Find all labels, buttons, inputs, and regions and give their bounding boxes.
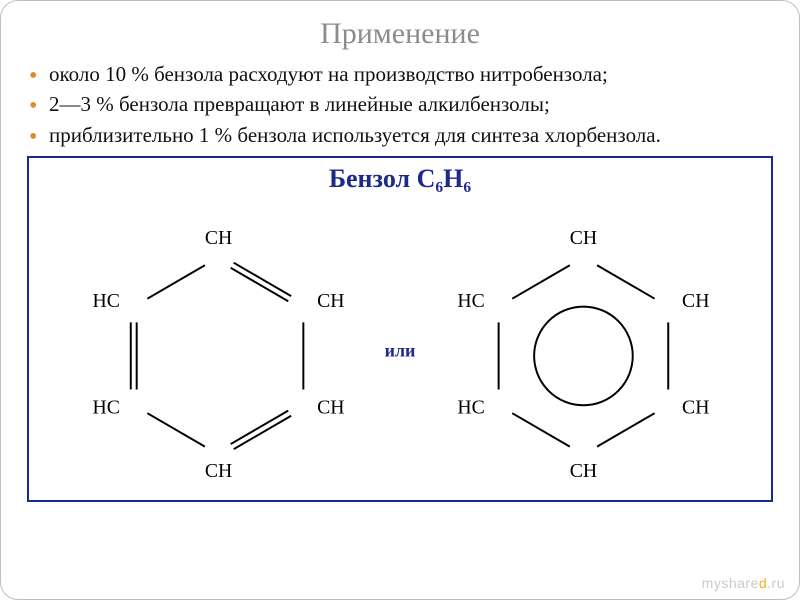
- formula-title: Бензол C₆H₆: [29, 164, 771, 194]
- watermark: myshared.ru: [702, 575, 785, 591]
- svg-text:CH: CH: [682, 290, 709, 312]
- list-item: приблизительно 1 % бензола используется …: [49, 122, 779, 148]
- svg-text:CH: CH: [205, 460, 232, 482]
- svg-text:CH: CH: [570, 460, 597, 482]
- structures-area: CH CH CH CH HC HC CH CH CH CH HC HC или: [29, 208, 771, 494]
- list-item: около 10 % бензола расходуют на производ…: [49, 61, 779, 87]
- svg-text:CH: CH: [570, 227, 597, 249]
- svg-text:HC: HC: [93, 396, 120, 418]
- bullet-list: около 10 % бензола расходуют на производ…: [21, 61, 779, 148]
- svg-text:CH: CH: [317, 396, 344, 418]
- svg-text:CH: CH: [317, 290, 344, 312]
- svg-text:CH: CH: [682, 396, 709, 418]
- svg-text:HC: HC: [457, 396, 484, 418]
- watermark-post: .ru: [767, 575, 785, 591]
- list-item: 2—3 % бензола превращают в линейные алки…: [49, 91, 779, 117]
- slide-frame: Применение около 10 % бензола расходуют …: [0, 0, 800, 600]
- watermark-pre: myshare: [702, 575, 759, 591]
- or-label: или: [385, 340, 416, 361]
- benzene-diagram-frame: Бензол C₆H₆ CH CH CH CH HC HC CH CH CH CH HC HC или: [27, 156, 773, 502]
- svg-text:CH: CH: [205, 227, 232, 249]
- svg-text:HC: HC: [93, 290, 120, 312]
- slide-title: Применение: [21, 17, 779, 51]
- watermark-accent: d: [759, 575, 767, 591]
- svg-text:HC: HC: [457, 290, 484, 312]
